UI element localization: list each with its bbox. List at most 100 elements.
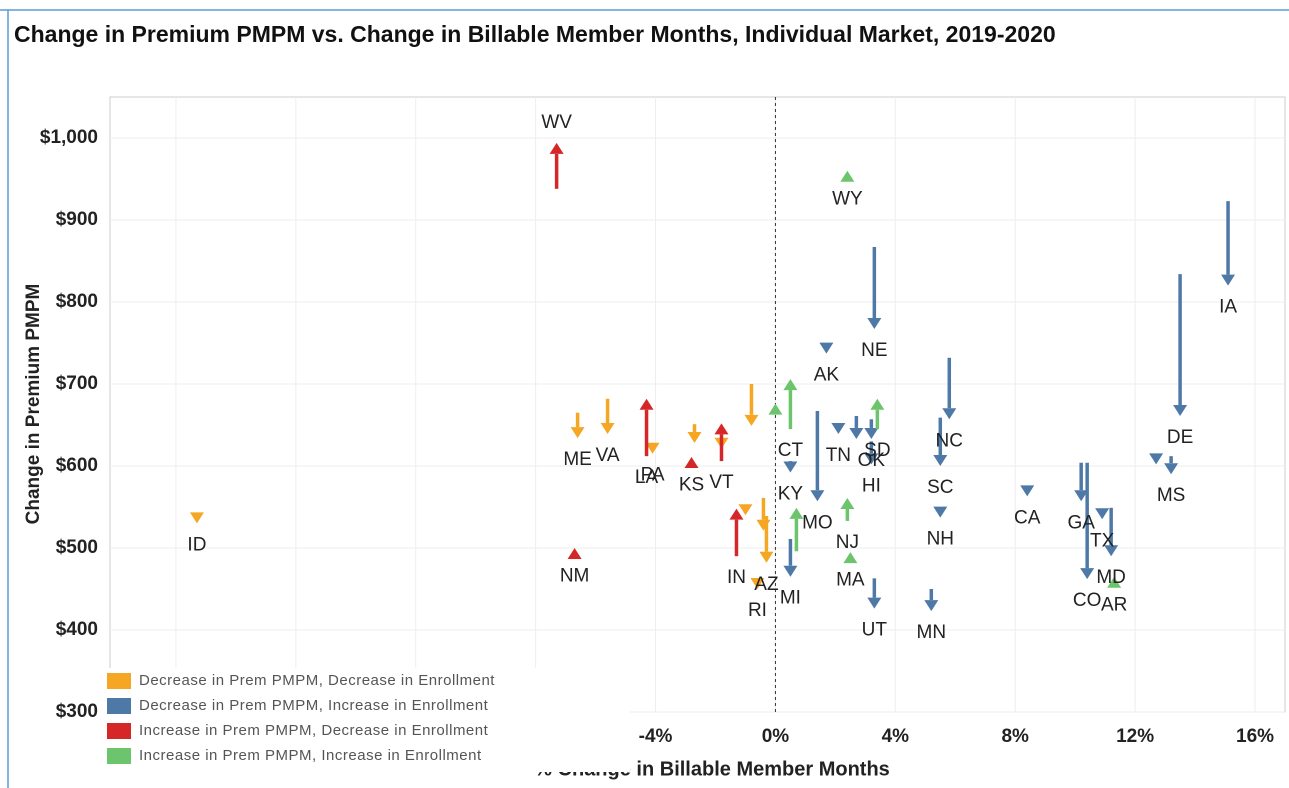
arrow	[756, 497, 771, 531]
arrow	[1149, 453, 1164, 465]
arrow	[639, 398, 654, 457]
arrow	[783, 379, 798, 430]
arrow	[783, 538, 798, 577]
arrow-head	[729, 508, 744, 520]
state-label: NE	[861, 340, 887, 361]
state-label: NH	[927, 529, 954, 550]
y-axis-title: Change in Premium PMPM	[23, 284, 44, 525]
x-tick-label: -4%	[639, 726, 673, 747]
state-label: SD	[864, 440, 890, 461]
legend-box	[100, 668, 630, 772]
arrow	[189, 512, 204, 524]
arrow	[1074, 462, 1089, 502]
arrow	[1164, 456, 1179, 475]
arrow-head	[759, 551, 774, 563]
arrow-head	[1173, 404, 1188, 416]
arrow-head	[819, 342, 834, 354]
arrow-head	[864, 453, 879, 465]
arrow	[849, 415, 864, 439]
x-tick-label: 8%	[1001, 726, 1029, 747]
chart-title: Change in Premium PMPM vs. Change in Bil…	[14, 21, 1056, 47]
arrow	[684, 456, 699, 468]
arrow-head	[570, 427, 585, 439]
arrow-head	[783, 461, 798, 473]
arrow	[714, 423, 729, 462]
arrow-head	[714, 423, 729, 435]
state-label: MD	[1096, 567, 1126, 588]
arrow-head	[1107, 576, 1122, 588]
arrow	[864, 419, 879, 439]
legend-label: Decrease in Prem PMPM, Decrease in Enrol…	[139, 672, 495, 689]
state-label: AK	[814, 365, 840, 386]
state-label: VA	[596, 445, 620, 466]
arrow	[810, 411, 825, 502]
state-label: UT	[862, 620, 888, 641]
x-tick-label: 16%	[1236, 726, 1274, 747]
state-label: SC	[927, 477, 953, 498]
state-label: LA	[635, 467, 659, 488]
arrow	[867, 247, 882, 330]
state-label: NJ	[836, 532, 859, 553]
state-label: NM	[560, 566, 590, 587]
arrow	[864, 441, 879, 465]
y-tick-label: $500	[56, 537, 98, 558]
arrow-head	[933, 455, 948, 466]
marks	[189, 142, 1236, 612]
state-label: OK	[858, 450, 886, 471]
arrow-head	[684, 456, 699, 468]
arrow	[570, 412, 585, 439]
arrow	[759, 516, 774, 563]
arrow	[687, 424, 702, 444]
arrow	[924, 589, 939, 612]
state-label: WY	[832, 188, 863, 209]
arrow	[1080, 462, 1095, 580]
arrow-head	[789, 507, 804, 519]
arrow	[600, 398, 615, 435]
arrow	[789, 507, 804, 552]
arrow-head	[549, 142, 564, 154]
arrow	[1107, 576, 1122, 588]
arrow-head	[924, 600, 939, 612]
state-label: MO	[802, 512, 833, 533]
state-label: WV	[541, 112, 572, 133]
arrow-head	[189, 512, 204, 524]
state-label: KY	[778, 484, 804, 505]
legend-label: Increase in Prem PMPM, Decrease in Enrol…	[139, 722, 489, 739]
arrow	[549, 142, 564, 189]
arrow	[933, 417, 948, 466]
arrow-head	[1104, 545, 1119, 557]
state-label: TX	[1090, 530, 1115, 551]
x-tick-label: 0%	[762, 726, 790, 747]
legend-swatch	[107, 698, 131, 714]
arrow-head	[867, 597, 882, 609]
arrow	[942, 357, 957, 420]
state-label: MN	[917, 622, 947, 643]
legend-swatch	[107, 723, 131, 739]
y-tick-label: $300	[56, 701, 98, 722]
arrow-head	[840, 497, 855, 509]
labels: ID ME VA PA AZ RI IA DE NE AK NC TN OK MO KY HI SC MI UT MN…	[187, 112, 1237, 643]
arrow	[867, 578, 882, 609]
state-label: TN	[826, 445, 851, 466]
y-tick-label: $800	[56, 291, 98, 312]
arrow	[729, 508, 744, 557]
arrow-head	[783, 379, 798, 391]
arrow	[1104, 507, 1119, 557]
state-label: NC	[936, 430, 963, 451]
state-label: HI	[862, 475, 881, 496]
arrow-head	[831, 423, 846, 435]
state-label: MS	[1157, 485, 1186, 506]
state-label: DE	[1167, 427, 1193, 448]
arrow-head	[840, 170, 855, 182]
state-label: MA	[836, 570, 865, 591]
arrow	[768, 403, 783, 415]
y-tick-label: $1,000	[40, 127, 98, 148]
state-label: CT	[778, 440, 804, 461]
legend-swatch	[107, 673, 131, 689]
arrow	[1221, 201, 1236, 286]
arrow-head	[1149, 453, 1164, 465]
arrow-head	[843, 552, 858, 564]
arrow-head	[1095, 508, 1110, 520]
arrow-head	[645, 442, 660, 454]
